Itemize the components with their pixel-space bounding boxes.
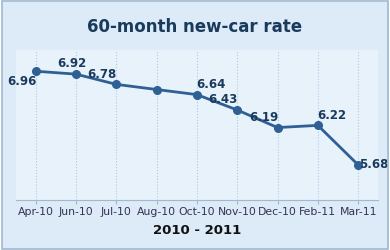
Text: 6.43: 6.43 xyxy=(209,93,238,106)
Text: 6.22: 6.22 xyxy=(317,108,347,122)
X-axis label: 2010 - 2011: 2010 - 2011 xyxy=(153,224,241,237)
Text: 60-month new-car rate: 60-month new-car rate xyxy=(87,18,303,36)
Text: 6.19: 6.19 xyxy=(249,111,278,124)
Text: 6.92: 6.92 xyxy=(57,58,87,70)
Text: 6.78: 6.78 xyxy=(88,68,117,81)
Text: 6.96: 6.96 xyxy=(7,75,36,88)
Text: 6.64: 6.64 xyxy=(197,78,226,91)
Text: 5.68: 5.68 xyxy=(359,158,388,172)
